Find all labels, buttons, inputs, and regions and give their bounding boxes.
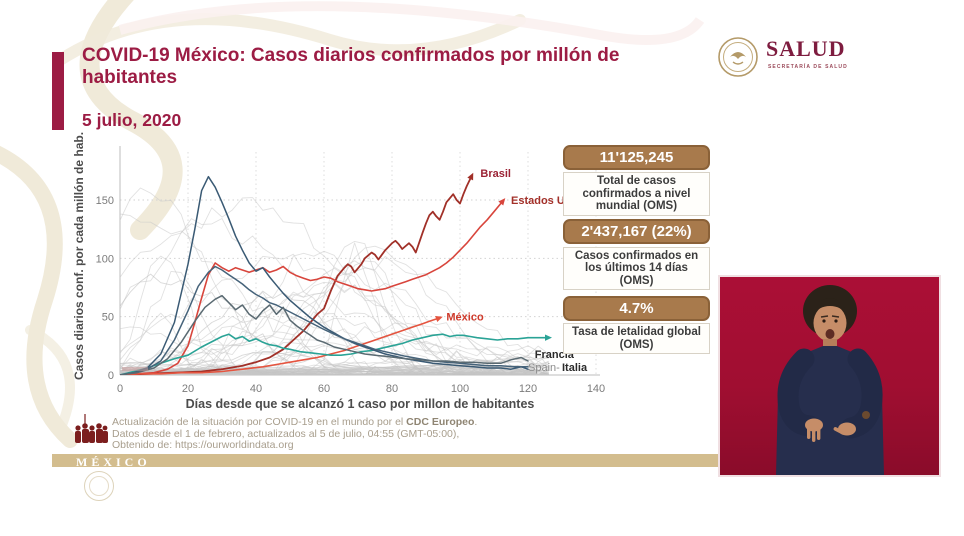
page-date: 5 julio, 2020: [82, 110, 182, 130]
interpreter-torso: [776, 346, 884, 475]
svg-text:20: 20: [182, 383, 194, 395]
chart-label-spain: Spain-: [528, 362, 560, 374]
svg-text:60: 60: [318, 383, 330, 395]
global-stats-panel: 11'125,245 Total de casos confirmados a …: [563, 145, 710, 354]
series-line-francia: [120, 294, 529, 375]
chart-label-italia: Italia: [562, 362, 588, 374]
salud-logo: SALUD SECRETARÍA DE SALUD: [716, 34, 926, 82]
svg-text:50: 50: [102, 312, 114, 324]
svg-text:80: 80: [386, 383, 398, 395]
interpreter-face: [813, 304, 847, 342]
svg-text:0: 0: [108, 370, 114, 382]
svg-text:40: 40: [250, 383, 262, 395]
svg-text:0: 0: [117, 383, 123, 395]
stat-14day-cases-value: 2'437,167 (22%): [563, 218, 710, 244]
series-line-irán: [120, 333, 546, 375]
chart-label-brasil: Brasil: [480, 168, 511, 180]
stat-total-cases-label: Total de casos confirmados a nivel mundi…: [563, 172, 710, 216]
stat-lethality-label: Tasa de letalidad global (OMS): [563, 323, 710, 354]
sign-language-interpreter: [776, 285, 884, 475]
people-figures-icon: [75, 414, 108, 443]
logo-subtitle: SECRETARÍA DE SALUD: [768, 64, 848, 70]
svg-text:100: 100: [451, 383, 469, 395]
stat-14day-cases-label: Casos confirmados en los últimos 14 días…: [563, 246, 710, 290]
page-title: COVID-19 México: Casos diarios confirmad…: [82, 45, 620, 89]
stat-total-cases-value: 11'125,245: [563, 145, 710, 170]
stat-lethality-value: 4.7%: [563, 296, 710, 321]
government-seal-icon: [718, 37, 758, 77]
covid-line-chart: 0 50 100 150 0 20 40 60 80 100 120 140 Brasil Estados…: [70, 140, 618, 416]
series-line-spain: [120, 175, 529, 375]
svg-text:150: 150: [96, 195, 114, 207]
seal-watermark-icon: [84, 471, 114, 501]
source-line-3: Obtenido de: https://ourworldindata.org: [112, 439, 294, 452]
gold-footer-bar: [52, 454, 718, 467]
x-axis-label: Días desde que se alcanzó 1 caso por mil…: [186, 397, 535, 411]
source-line-2: Datos desde el 1 de febrero, actualizado…: [112, 427, 460, 440]
source-line-1: Actualización de la situación por COVID-…: [112, 416, 478, 428]
svg-text:100: 100: [96, 253, 114, 265]
sign-language-interpreter-video: [718, 275, 941, 477]
mexico-wordmark: MÉXICO: [76, 455, 151, 469]
series-line-méxico: [120, 318, 438, 375]
logo-wordmark: SALUD: [766, 36, 846, 61]
svg-text:140: 140: [587, 383, 605, 395]
chart-label-mxico: México: [446, 312, 484, 324]
svg-text:120: 120: [519, 383, 537, 395]
series-line-brasil: [120, 178, 472, 375]
source-attribution: Actualización de la situación por COVID-…: [112, 416, 592, 452]
title-accent-bar: [52, 52, 64, 130]
